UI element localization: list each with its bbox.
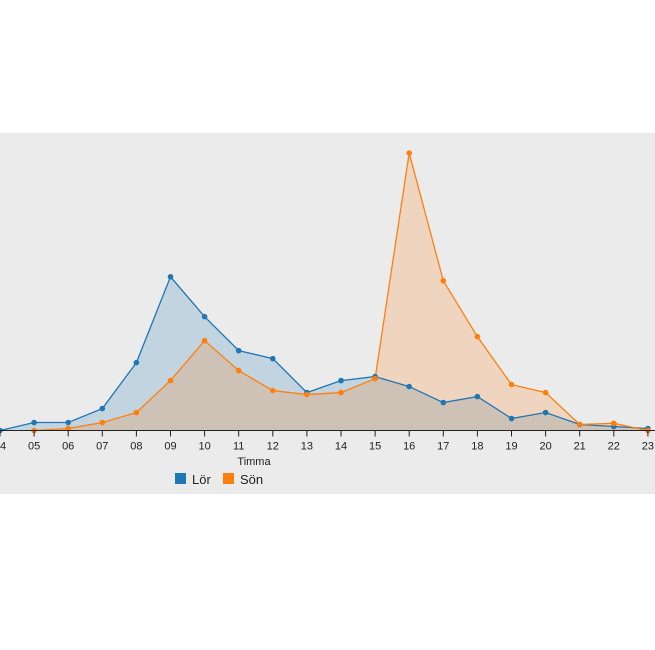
series-1-point [440,399,447,406]
series-2-point [406,150,413,156]
series-1-point [167,273,174,280]
series-1-point [201,313,208,320]
series-1-point [474,393,481,400]
series-1-point [270,355,276,362]
series-2-point [65,425,71,432]
series-1-point [235,347,242,354]
x-tick-label: 18 [471,441,483,453]
series-points [0,150,651,434]
series-1-point [406,383,413,390]
x-tick-label: 17 [437,441,449,453]
x-tick-label: 23 [642,441,654,453]
legend-swatch [223,473,234,484]
series-2-point [99,419,106,426]
x-tick-label: 15 [369,441,381,453]
x-tick-label: 20 [539,441,551,453]
x-tick-label: 19 [505,441,517,453]
x-tick-label: 12 [267,441,279,453]
x-tick-label: 04 [0,441,6,453]
series-2-point [235,367,242,374]
x-tick-label: 16 [403,441,415,453]
x-tick-label: 21 [574,441,586,453]
series-2-point [440,277,447,284]
x-axis: 04 05 06 07 08 09 10 11 12 13 14 15 16 17 18 19 20 21 22 23 [0,430,655,453]
series-2-point [133,409,140,416]
series-1-point [133,359,140,366]
x-tick-label: 06 [62,441,74,453]
series-1-area [0,276,648,431]
series-2-point [167,377,174,384]
x-tick-label: 22 [608,441,620,453]
x-axis-title: Timma [237,456,271,468]
legend-swatch [175,473,186,484]
series-2-point [338,389,344,396]
legend-label: Sön [240,472,263,487]
series-2-point [576,421,583,428]
series-2-point [304,391,310,398]
x-tick-label: 05 [28,441,40,453]
series-2-point [474,333,481,340]
x-tick-label: 09 [164,441,176,453]
legend-label: Lör [192,472,211,487]
series-1-point [99,405,106,412]
x-tick-label: 07 [96,441,108,453]
series-2-point [270,387,276,394]
chart-panel: 04 05 06 07 08 09 10 11 12 13 14 15 16 17 18 19 20 21 22 23… [0,133,655,494]
series-2-point [611,420,617,427]
series-1-point [65,419,71,426]
series-2-point [542,389,549,396]
x-tick-label: 11 [233,441,244,453]
series-1-point [508,415,515,422]
x-tick-label: 14 [335,441,347,453]
legend: Lör Sön [175,472,263,487]
series-2-point [372,375,378,382]
series-1-point [31,419,37,426]
area-chart: 04 05 06 07 08 09 10 11 12 13 14 15 16 17 18 19 20 21 22 23… [0,150,655,487]
series-1-point [542,409,549,416]
x-tick-label: 13 [301,441,313,453]
series-1-point [338,377,344,384]
series-areas [0,152,648,431]
series-2-point [201,337,208,344]
x-tick-label: 08 [130,441,142,453]
x-tick-label: 10 [198,441,210,453]
series-1-line [0,275,648,432]
series-2-point [508,381,515,388]
